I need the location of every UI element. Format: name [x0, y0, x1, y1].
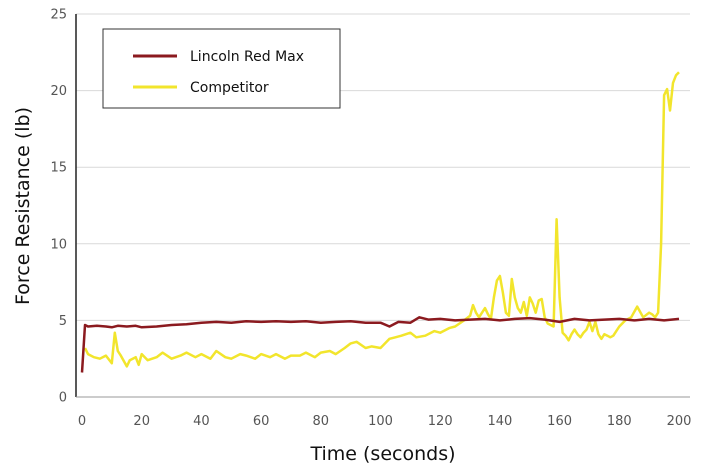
legend: Lincoln Red Max Competitor	[102, 28, 341, 109]
series-line-lincoln-red-max	[80, 316, 680, 373]
y-tick-label: 15	[50, 161, 67, 176]
x-tick-label: 40	[193, 414, 210, 429]
y-tick-label: 0	[59, 391, 67, 406]
x-tick-label: 140	[487, 414, 512, 429]
x-tick-label: 100	[368, 414, 393, 429]
y-tick-label: 5	[59, 314, 67, 329]
x-tick-label: 80	[313, 414, 330, 429]
series-line-competitor	[83, 71, 680, 368]
x-tick-label: 180	[607, 414, 632, 429]
x-axis-ticks: 0 20 40 60 80 100 120 140 160 180 200	[78, 414, 692, 429]
y-axis-ticks: 0 5 10 15 20 25	[50, 8, 67, 406]
x-tick-label: 60	[253, 414, 270, 429]
y-tick-label: 10	[50, 237, 67, 252]
legend-label-competitor: Competitor	[190, 80, 269, 96]
x-tick-label: 160	[547, 414, 572, 429]
legend-label-lincoln-red-max: Lincoln Red Max	[190, 49, 304, 65]
x-tick-label: 0	[78, 414, 86, 429]
legend-box	[102, 28, 341, 109]
y-tick-label: 25	[50, 8, 67, 23]
y-tick-label: 20	[50, 84, 67, 99]
series-layer	[80, 71, 680, 373]
x-tick-label: 200	[667, 414, 692, 429]
x-tick-label: 120	[428, 414, 453, 429]
y-axis-title: Force Resistance (lb)	[12, 107, 34, 305]
x-tick-label: 20	[133, 414, 150, 429]
x-axis-title: Time (seconds)	[309, 443, 455, 465]
